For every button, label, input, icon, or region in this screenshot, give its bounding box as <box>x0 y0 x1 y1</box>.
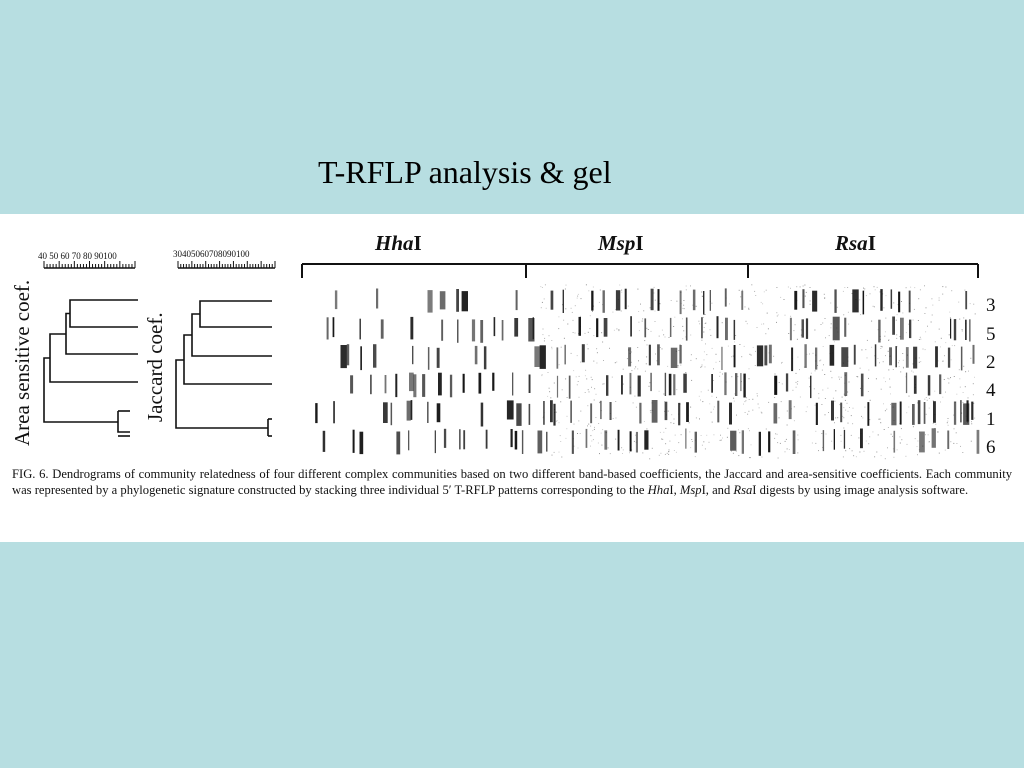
jaccard-coef-scale: 30405060708090100 <box>173 249 276 269</box>
area-coef-axis-title: Area sensitive coef. <box>10 280 34 446</box>
gel-image <box>315 284 980 460</box>
enzyme-label-rsai: RsaI <box>834 231 876 255</box>
enzyme-label-hhai: HhaI <box>374 231 422 255</box>
jaccard-coef-scale-labels: 30405060708090100 <box>173 249 250 259</box>
community-labels: 3 5 2 4 1 6 <box>986 295 996 458</box>
area-coef-scale-labels: 40 50 60 70 80 90100 <box>38 251 117 261</box>
area-coef-scale: 40 50 60 70 80 90100 <box>38 251 136 269</box>
slide-title: T-RFLP analysis & gel <box>318 154 612 190</box>
community-label: 2 <box>986 352 996 373</box>
enzyme-bracket <box>301 263 979 278</box>
area-coef-dendrogram <box>43 299 138 437</box>
figure-graphic: Area sensitive coef. 40 50 60 70 80 9010… <box>10 231 996 460</box>
jaccard-coef-axis-title: Jaccard coef. <box>143 312 167 422</box>
jaccard-coef-dendrogram <box>175 300 272 437</box>
enzyme-label-mspi: MspI <box>597 231 644 255</box>
community-label: 3 <box>986 295 996 316</box>
figure-caption: FIG. 6. Dendrograms of community related… <box>12 467 1012 497</box>
community-label: 1 <box>986 409 996 430</box>
community-label: 5 <box>986 324 996 345</box>
figure-panel: Area sensitive coef. 40 50 60 70 80 9010… <box>0 214 1024 542</box>
community-label: 4 <box>986 380 996 401</box>
community-label: 6 <box>986 437 996 458</box>
